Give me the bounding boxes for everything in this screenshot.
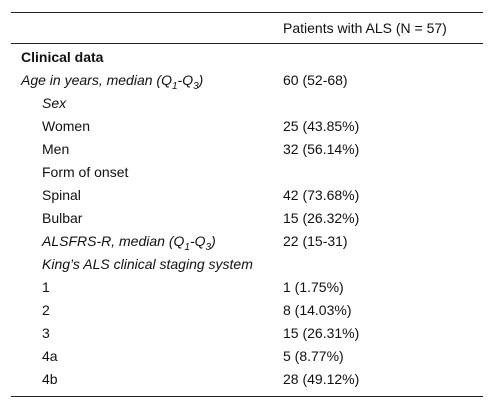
row-label-form-of-onset: Form of onset (42, 164, 129, 180)
row-label-age: Age in years, median (Q1-Q3) (21, 72, 204, 92)
table-row: Bulbar 15 (26.32%) (11, 208, 483, 231)
table-row: Spinal 42 (73.68%) (11, 185, 483, 208)
row-value-women: 25 (43.85%) (283, 118, 360, 134)
table-row: King’s ALS clinical staging system (11, 254, 483, 277)
table-row: Age in years, median (Q1-Q3) 60 (52-68) (11, 70, 483, 93)
table-body: Clinical data Age in years, median (Q1-Q… (11, 47, 483, 392)
table-row: Men 32 (56.14%) (11, 139, 483, 162)
row-label-men: Men (42, 141, 70, 157)
row-label-bulbar: Bulbar (42, 210, 83, 226)
row-value-stage-2: 8 (14.03%) (283, 302, 352, 318)
row-label-stage-1: 1 (42, 279, 50, 295)
row-label-women: Women (42, 118, 90, 134)
row-value-stage-4b: 28 (49.12%) (283, 371, 360, 387)
table-row: 4b 28 (49.12%) (11, 369, 483, 392)
table-row: Clinical data (11, 47, 483, 70)
row-label-stage-2: 2 (42, 302, 50, 318)
row-value-bulbar: 15 (26.32%) (283, 210, 360, 226)
row-value-men: 32 (56.14%) (283, 141, 360, 157)
row-label-stage-4b: 4b (42, 371, 58, 387)
row-value-stage-4a: 5 (8.77%) (283, 348, 344, 364)
table-row: 3 15 (26.31%) (11, 323, 483, 346)
table-row: 2 8 (14.03%) (11, 300, 483, 323)
column-header-patients: Patients with ALS (N = 57) (283, 20, 447, 36)
row-value-alsfrs-r: 22 (15-31) (283, 233, 348, 249)
row-label-kings-staging: King’s ALS clinical staging system (42, 256, 253, 272)
row-value-age: 60 (52-68) (283, 72, 348, 88)
table-row: 4a 5 (8.77%) (11, 346, 483, 369)
row-label-stage-4a: 4a (42, 348, 58, 364)
row-value-spinal: 42 (73.68%) (283, 187, 360, 203)
row-value-stage-1: 1 (1.75%) (283, 279, 344, 295)
row-label-spinal: Spinal (42, 187, 81, 203)
table-header-rule (11, 43, 483, 44)
row-label-stage-3: 3 (42, 325, 50, 341)
row-label-alsfrs-r: ALSFRS-R, median (Q1-Q3) (42, 233, 216, 253)
table-row: 1 1 (1.75%) (11, 277, 483, 300)
table-row: Women 25 (43.85%) (11, 116, 483, 139)
row-value-stage-3: 15 (26.31%) (283, 325, 360, 341)
table-top-rule (11, 12, 483, 13)
section-label-clinical-data: Clinical data (21, 49, 104, 65)
table-row: Sex (11, 93, 483, 116)
table-row: ALSFRS-R, median (Q1-Q3) 22 (15-31) (11, 231, 483, 254)
table-row: Form of onset (11, 162, 483, 185)
row-label-sex: Sex (42, 95, 67, 111)
table-bottom-rule (11, 396, 483, 397)
